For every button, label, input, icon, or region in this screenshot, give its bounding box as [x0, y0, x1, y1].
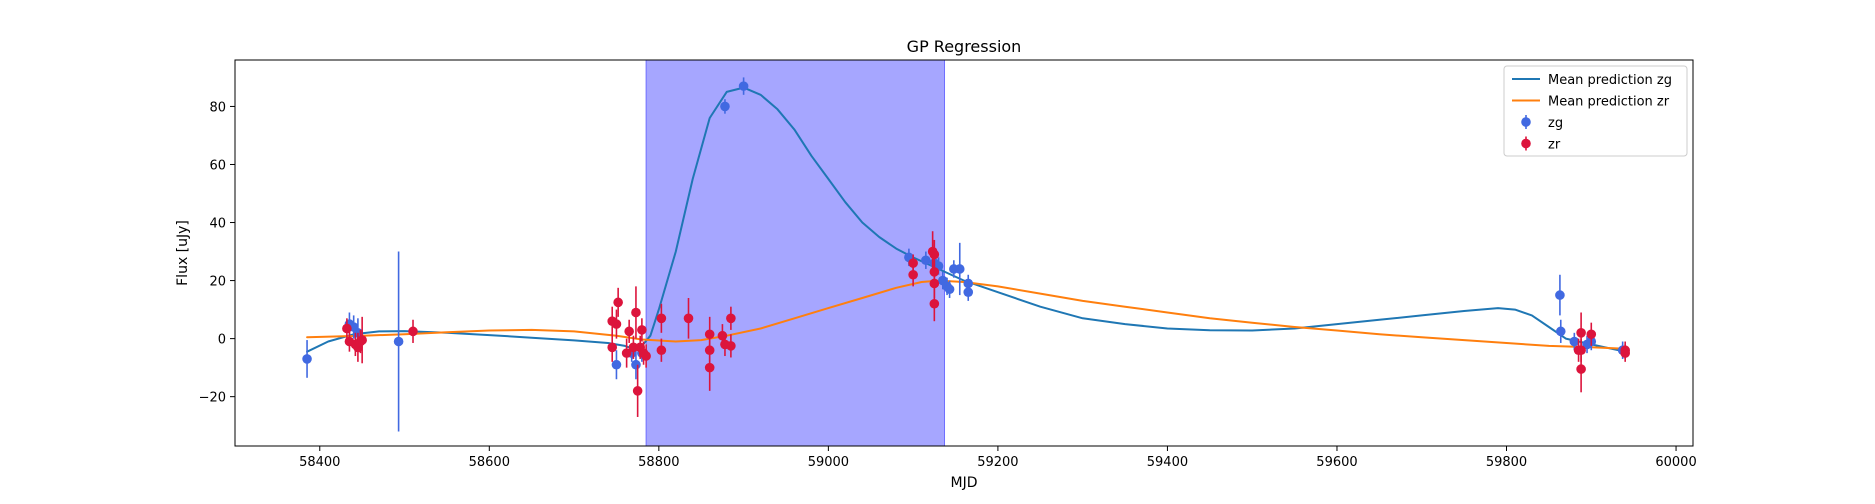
x-tick-label: 58800: [638, 455, 679, 470]
data-point-zr: [628, 342, 639, 353]
legend-label-mean-prediction-zr: Mean prediction zr: [1548, 95, 1670, 110]
legend-label-mean-prediction-zg: Mean prediction zg: [1548, 73, 1672, 88]
data-point-zr: [656, 313, 667, 324]
data-point-zr: [621, 348, 632, 358]
shaded-region: [645, 60, 946, 446]
data-point-zr: [908, 269, 918, 280]
data-point-zr: [613, 297, 623, 308]
y-axis: −20 0 20 40 60 80: [199, 100, 235, 406]
legend-label-zg: zg: [1548, 116, 1563, 131]
data-point-zr: [929, 298, 940, 309]
data-point-zr: [637, 325, 647, 335]
data-point-zg: [963, 287, 974, 297]
data-point-zg: [302, 354, 312, 364]
x-tick-label: 58400: [299, 455, 340, 470]
x-tick-label: 60000: [1655, 455, 1696, 470]
y-tick-label: −20: [199, 391, 226, 406]
data-point-zg: [1555, 290, 1565, 300]
x-axis: 58400 58600 58800 59000 59200 59400 59600 59800…: [299, 446, 1697, 470]
data-point-zg: [1555, 326, 1566, 337]
plot-area-frame: [234, 59, 1694, 447]
data-point-zg: [720, 101, 730, 112]
data-point-zg: [954, 264, 965, 274]
data-point-zr: [607, 342, 618, 353]
data-point-zr: [929, 278, 940, 289]
y-axis-label: Flux [uJy]: [175, 220, 191, 286]
data-point-zr: [1586, 329, 1597, 340]
data-point-zr: [1576, 328, 1586, 338]
y-tick-label: 20: [209, 275, 226, 290]
y-tick-label: 80: [209, 100, 226, 115]
data-point-zg: [944, 284, 955, 295]
data-point-zr: [342, 323, 352, 334]
x-tick-label: 58600: [469, 455, 510, 470]
y-tick-label: 40: [209, 217, 226, 232]
data-point-zg: [393, 336, 404, 347]
series-line-mean-prediction-zg: [306, 86, 1627, 353]
data-point-zg: [921, 255, 931, 266]
legend-swatch-zg: [1521, 117, 1531, 127]
data-point-zr: [641, 351, 651, 361]
data-point-zg: [631, 359, 641, 370]
data-point-zr: [726, 341, 736, 351]
legend-label-zr: zr: [1548, 138, 1561, 153]
data-point-zr: [683, 313, 694, 324]
data-point-zr: [357, 335, 367, 345]
data-point-zg: [1569, 336, 1580, 347]
x-tick-label: 59800: [1486, 455, 1527, 470]
legend-box: [1503, 65, 1688, 157]
data-point-zr: [726, 313, 736, 324]
data-point-zr: [656, 345, 667, 356]
x-tick-label: 59600: [1316, 455, 1357, 470]
legend: Mean prediction zg Mean prediction zr zg zr: [1503, 65, 1688, 157]
data-point-zr: [624, 326, 634, 337]
y-tick-label: 60: [209, 158, 226, 173]
data-point-zr: [611, 319, 622, 329]
data-point-zr: [717, 330, 728, 341]
legend-swatch-zr: [1521, 138, 1531, 149]
data-point-zr: [1576, 364, 1586, 374]
x-tick-label: 59200: [977, 455, 1018, 470]
data-point-zr: [632, 386, 643, 396]
chart-title: GP Regression: [907, 37, 1022, 56]
data-point-zr: [631, 307, 641, 318]
data-point-zr: [408, 326, 418, 337]
x-tick-label: 59400: [1147, 455, 1188, 470]
data-point-zg: [738, 81, 749, 91]
y-tick-label: 0: [218, 333, 226, 348]
data-point-zr: [929, 249, 940, 260]
x-axis-label: MJD: [951, 475, 978, 491]
x-tick-label: 59000: [808, 455, 849, 470]
data-point-zg: [611, 359, 622, 370]
data-point-zr: [1620, 345, 1630, 356]
data-point-zr: [704, 362, 715, 373]
